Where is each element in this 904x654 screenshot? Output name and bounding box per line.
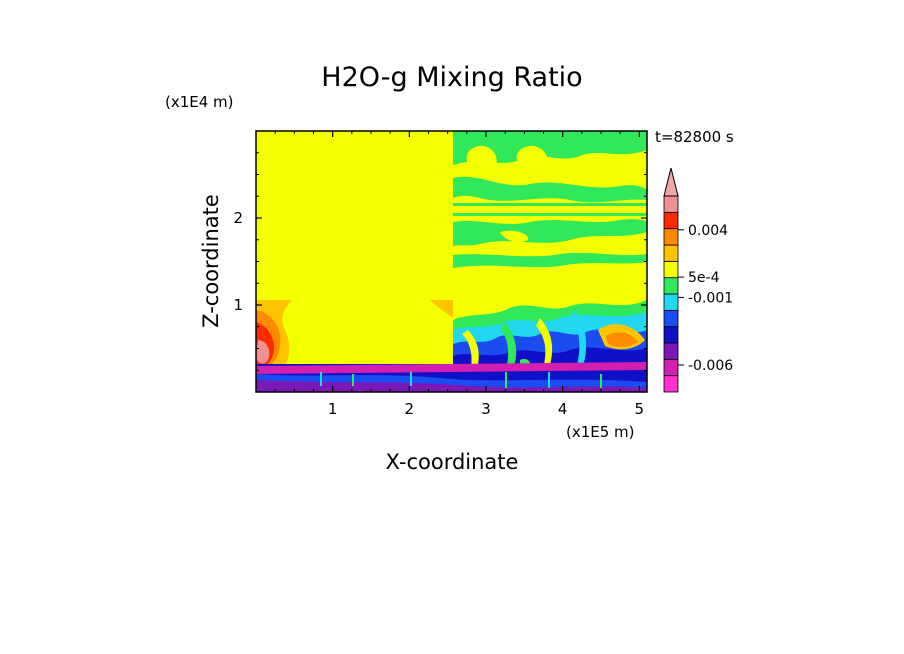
x-tick-label: 2	[405, 400, 415, 418]
y-axis-label: Z-coordinate	[199, 194, 223, 328]
bottom-layer	[256, 362, 647, 392]
x-ticks: 1 2 3 4 5	[274, 131, 645, 418]
colorbar-segment	[663, 358, 679, 377]
colorbar-tick-label: -0.006	[688, 358, 733, 374]
x-unit-label: (x1E5 m)	[566, 423, 635, 441]
colorbar-segment	[663, 260, 679, 279]
colorbar-segment	[663, 211, 679, 230]
colorbar-tick-label: 0.004	[688, 223, 728, 239]
colorbar-segment	[663, 228, 679, 246]
y-tick-label: 2	[233, 209, 243, 227]
x-axis-label: X-coordinate	[386, 450, 519, 474]
colorbar-segment	[663, 326, 679, 344]
y-ticks: 12	[233, 152, 647, 371]
colorbar: 0.004 5e-4 -0.001 -0.006	[663, 167, 733, 393]
colorbar-segment	[663, 195, 679, 213]
upper-right-bands	[453, 131, 647, 268]
x-tick-label: 5	[635, 400, 645, 418]
colorbar-segment	[663, 277, 679, 295]
colorbar-segment	[663, 244, 679, 262]
y-unit-label: (x1E4 m)	[165, 93, 234, 111]
colorbar-segment	[663, 293, 679, 311]
colorbar-extend-arrow	[663, 167, 679, 197]
x-tick-label: 1	[328, 400, 338, 418]
plot-field	[256, 131, 647, 392]
chart-title: H2O-g Mixing Ratio	[321, 62, 582, 93]
colorbar-tick-label: 5e-4	[688, 270, 720, 286]
x-tick-label: 3	[481, 400, 491, 418]
x-tick-label: 4	[558, 400, 568, 418]
time-label: t=82800 s	[655, 128, 734, 146]
colorbar-tick-label: -0.001	[688, 290, 733, 306]
colorbar-segment	[663, 375, 679, 393]
colorbar-segment	[663, 309, 679, 328]
y-tick-label: 1	[233, 296, 243, 314]
left-warm-region	[256, 300, 453, 372]
colorbar-segment	[663, 342, 679, 360]
